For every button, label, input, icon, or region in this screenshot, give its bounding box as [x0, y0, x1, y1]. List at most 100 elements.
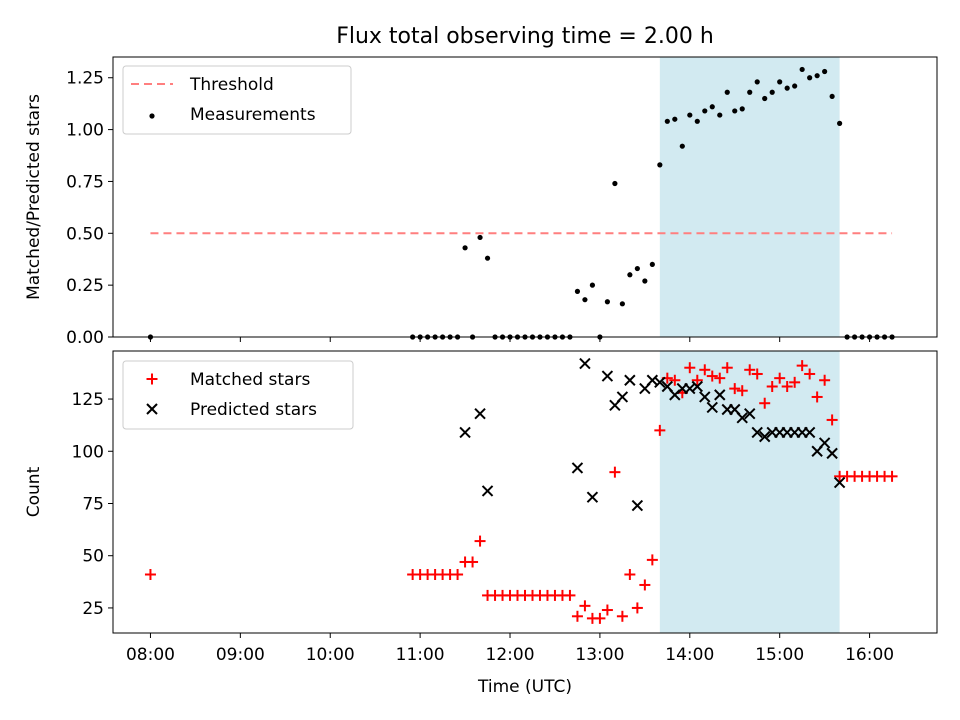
predicted-stars-point — [616, 391, 629, 403]
matched-stars-point — [736, 385, 748, 397]
y-tick-label: 100 — [72, 442, 104, 462]
top-axes-frame — [112, 56, 938, 338]
matched-stars-point — [796, 360, 808, 372]
top-x-ticks — [149, 337, 871, 342]
x-tick-label: 16:00 — [845, 645, 894, 665]
matched-stars-point — [819, 374, 831, 386]
measurement-point — [582, 297, 588, 303]
x-tick-label: 09:00 — [216, 645, 265, 665]
measurement-point — [604, 299, 611, 305]
measurement-point — [649, 261, 655, 268]
bottom-y-axis-label: Count — [24, 466, 44, 517]
predicted-stars-point — [706, 401, 718, 414]
measurement-point — [822, 68, 828, 75]
measurements-legend-label: Measurements — [190, 105, 316, 125]
measurement-point — [732, 108, 738, 114]
matched-stars-point — [579, 600, 591, 612]
measurement-point — [484, 255, 491, 261]
predicted-stars-point — [474, 407, 486, 420]
x-axis-label: Time (UTC) — [477, 677, 572, 697]
matched-stars-point — [624, 569, 636, 581]
measurement-point — [837, 120, 843, 126]
matched-stars-point — [759, 397, 771, 409]
predicted-stars-points — [459, 357, 846, 512]
measurement-point — [589, 282, 596, 288]
x-tick-label: 12:00 — [486, 645, 535, 665]
matched-stars-point — [766, 381, 778, 393]
predicted-stars-point — [646, 374, 659, 386]
matched-stars-point — [467, 556, 479, 568]
predicted-stars-point — [714, 389, 726, 401]
y-tick-label: 0.25 — [66, 276, 104, 296]
matched-stars-point — [631, 602, 643, 614]
measurement-point — [717, 112, 723, 118]
measurement-point — [807, 75, 813, 81]
bottom-panel: 25 50 75 100 125 08:00 09:00 10:00 11:00 12:00 13… — [24, 350, 938, 697]
matched-stars-points — [144, 360, 898, 624]
matched-stars-point — [811, 391, 823, 403]
matched-stars-point — [804, 368, 816, 380]
measurement-point — [814, 73, 820, 79]
measurement-point — [762, 95, 768, 102]
measurement-point — [799, 66, 805, 73]
measurement-point — [634, 265, 640, 272]
predicted-stars-point — [818, 437, 831, 449]
y-tick-label: 1.25 — [66, 69, 104, 89]
predicted-stars-point — [699, 391, 711, 403]
y-tick-label: 125 — [72, 390, 104, 410]
x-tick-label: 11:00 — [396, 645, 445, 665]
measurement-point — [657, 162, 663, 168]
matched-stars-point — [684, 362, 696, 374]
predicted-stars-point — [631, 499, 644, 512]
measurement-point — [672, 116, 678, 122]
predicted-legend-swatch — [146, 403, 158, 415]
x-tick-label: 08:00 — [126, 645, 175, 665]
top-panel: 0.00 0.25 0.50 0.75 1.00 1.25 Matched/Predict… — [24, 56, 938, 348]
predicted-stars-point — [691, 380, 703, 393]
measurement-point — [739, 106, 745, 112]
matched-stars-point — [699, 364, 711, 376]
measurement-point — [747, 89, 753, 95]
matched-stars-point — [654, 424, 666, 436]
matched-stars-point — [789, 376, 801, 388]
measurement-point — [694, 118, 700, 124]
x-tick-label: 13:00 — [575, 645, 624, 665]
predicted-legend-label: Predicted stars — [190, 400, 317, 420]
matched-stars-point — [781, 381, 793, 393]
matched-stars-point — [646, 554, 658, 566]
matched-legend-label: Matched stars — [190, 370, 310, 390]
predicted-stars-point — [654, 376, 666, 389]
matched-legend-marker — [146, 373, 158, 385]
measurement-point — [709, 104, 715, 110]
matched-stars-point — [564, 589, 576, 601]
predicted-stars-point — [624, 374, 636, 386]
predicted-legend-marker — [146, 403, 158, 415]
predicted-stars-point — [803, 426, 816, 439]
y-tick-label: 1.00 — [66, 121, 104, 141]
measurement-point — [769, 89, 775, 95]
predicted-stars-point — [751, 426, 763, 439]
predicted-stars-point — [571, 462, 584, 474]
predicted-stars-point — [586, 491, 599, 503]
matched-stars-point — [886, 470, 898, 482]
bottom-x-ticks: 08:00 09:00 10:00 11:00 12:00 13:00 14:00 15:00… — [126, 633, 894, 665]
measurement-point — [612, 180, 618, 187]
matched-stars-point — [721, 362, 733, 374]
matched-stars-point — [714, 372, 726, 384]
top-legend: Threshold Measurements — [122, 65, 352, 135]
predicted-stars-point — [579, 357, 591, 370]
measurement-point — [642, 278, 648, 284]
top-y-ticks: 0.00 0.25 0.50 0.75 1.00 1.25 — [66, 69, 113, 348]
x-tick-label: 10:00 — [306, 645, 355, 665]
measurement-point — [777, 79, 783, 85]
matched-stars-point — [669, 374, 681, 386]
predicted-stars-point — [736, 412, 748, 424]
measurement-point — [664, 118, 670, 124]
matched-stars-point — [774, 372, 786, 384]
matched-stars-point — [452, 569, 464, 581]
predicted-stars-point — [601, 370, 614, 382]
predicted-stars-point — [481, 485, 494, 497]
matched-stars-point — [751, 368, 763, 380]
y-tick-label: 0.00 — [66, 328, 104, 348]
